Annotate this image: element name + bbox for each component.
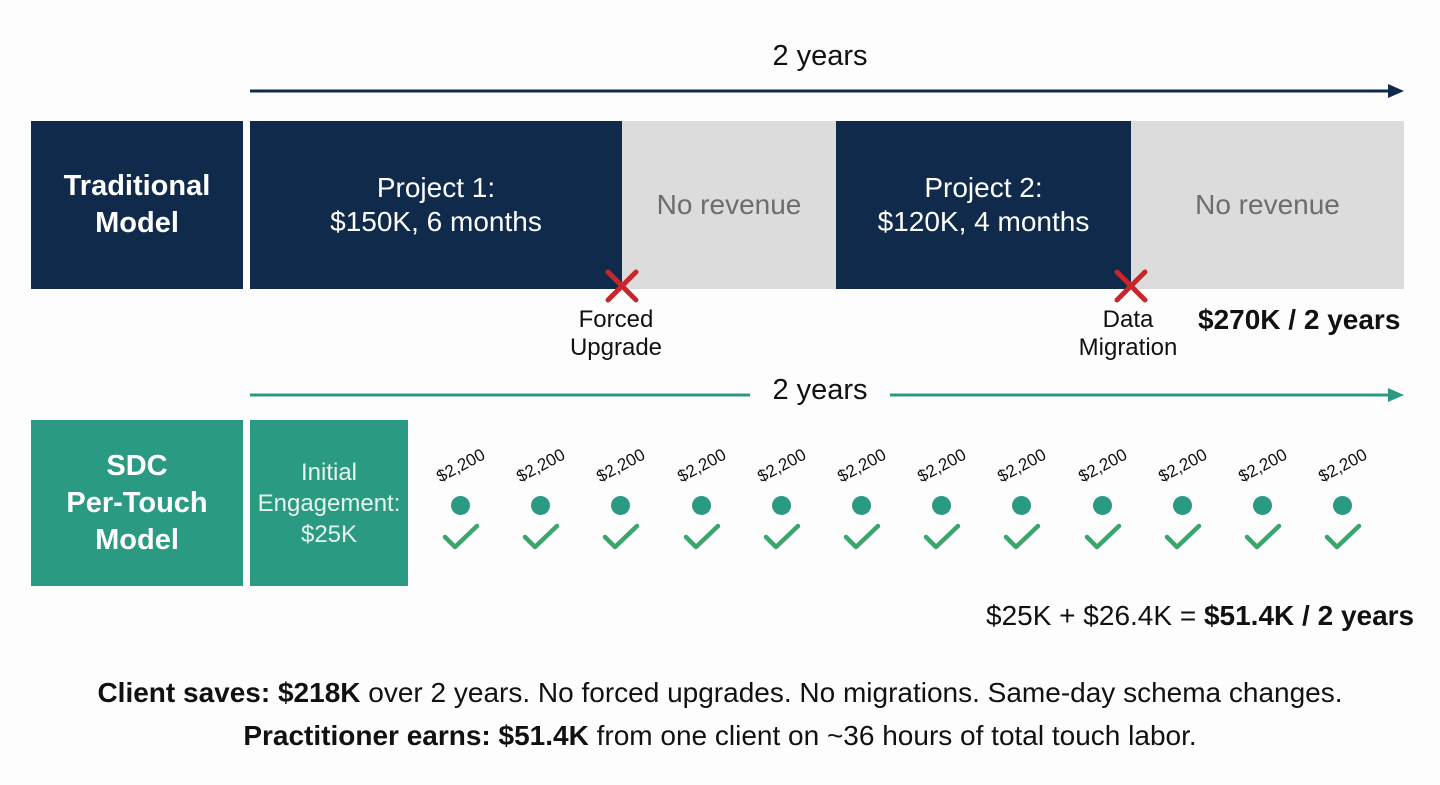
data-migration-label: Data Migration bbox=[1066, 306, 1190, 362]
touch-price-label: $2,200 bbox=[1315, 444, 1371, 487]
touch-payment-5: $2,200 bbox=[752, 445, 812, 558]
project-2-block: Project 2: $120K, 4 months bbox=[836, 121, 1131, 289]
checkmark-icon bbox=[843, 523, 881, 550]
touch-price-label: $2,200 bbox=[433, 444, 489, 487]
touch-payment-10: $2,200 bbox=[1153, 445, 1213, 558]
checkmark-icon bbox=[683, 523, 721, 550]
traditional-total-value: $270K / 2 years bbox=[1198, 304, 1401, 335]
practitioner-earnings-highlight: Practitioner earns: $51.4K bbox=[243, 720, 589, 751]
project-1-block: Project 1: $150K, 6 months bbox=[250, 121, 622, 289]
project-1-detail: $150K, 6 months bbox=[330, 206, 542, 237]
touch-payment-4: $2,200 bbox=[672, 445, 732, 558]
touch-payment-7: $2,200 bbox=[912, 445, 972, 558]
touch-payment-1: $2,200 bbox=[431, 445, 491, 558]
touch-price-label: $2,200 bbox=[674, 444, 730, 487]
sdc-model-label-line1: SDC bbox=[106, 449, 168, 482]
checkmark-icon bbox=[442, 523, 480, 550]
no-revenue-gap-2: No revenue bbox=[1131, 121, 1404, 289]
initial-engagement-block: Initial Engagement: $25K bbox=[250, 420, 408, 586]
checkmark-icon bbox=[602, 523, 640, 550]
initial-engagement-line2: Engagement: bbox=[257, 489, 401, 517]
sdc-timeline-arrow-icon bbox=[250, 388, 1404, 402]
checkmark-icon bbox=[522, 523, 560, 550]
touch-payment-3: $2,200 bbox=[591, 445, 651, 558]
data-migration-x-mark-icon bbox=[1114, 269, 1148, 303]
summary-line-1: Client saves: $218K over 2 years. No for… bbox=[0, 677, 1440, 709]
client-savings-text: over 2 years. No forced upgrades. No mig… bbox=[360, 677, 1343, 708]
checkmark-icon bbox=[1084, 523, 1122, 550]
touch-dot-icon bbox=[1093, 496, 1112, 515]
touch-payment-6: $2,200 bbox=[832, 445, 892, 558]
practitioner-earnings-text: from one client on ~36 hours of total to… bbox=[588, 720, 1197, 751]
traditional-total: $270K / 2 years bbox=[1198, 304, 1400, 336]
summary-line-2: Practitioner earns: $51.4K from one clie… bbox=[0, 720, 1440, 752]
checkmark-icon bbox=[1244, 523, 1282, 550]
checkmark-icon bbox=[1003, 523, 1041, 550]
no-revenue-label-1: No revenue bbox=[656, 189, 802, 220]
project-2-detail: $120K, 4 months bbox=[877, 206, 1090, 237]
touch-price-label: $2,200 bbox=[1155, 444, 1211, 487]
traditional-model-label: Traditional Model bbox=[31, 121, 243, 289]
forced-upgrade-line2: Upgrade bbox=[569, 334, 663, 361]
checkmark-icon bbox=[763, 523, 801, 550]
no-revenue-label-2: No revenue bbox=[1195, 189, 1340, 220]
touch-dot-icon bbox=[692, 496, 711, 515]
data-migration-line2: Migration bbox=[1078, 334, 1178, 361]
touch-payment-8: $2,200 bbox=[992, 445, 1052, 558]
touch-dot-icon bbox=[1012, 496, 1031, 515]
data-migration-line1: Data bbox=[1102, 306, 1154, 333]
sdc-total-value: $51.4K / 2 years bbox=[1203, 600, 1415, 631]
checkmark-icon bbox=[923, 523, 961, 550]
touch-dot-icon bbox=[1253, 496, 1272, 515]
touch-price-label: $2,200 bbox=[1075, 444, 1131, 487]
touch-payment-11: $2,200 bbox=[1233, 445, 1293, 558]
touch-price-label: $2,200 bbox=[994, 444, 1050, 487]
traditional-timeline-arrow-icon bbox=[250, 84, 1404, 98]
touch-payment-2: $2,200 bbox=[511, 445, 571, 558]
touch-dot-icon bbox=[1173, 496, 1192, 515]
forced-upgrade-line1: Forced bbox=[578, 306, 654, 333]
touch-dot-icon bbox=[531, 496, 550, 515]
sdc-total-prefix: $25K + $26.4K = bbox=[986, 600, 1204, 631]
touch-dot-icon bbox=[451, 496, 470, 515]
checkmark-icon bbox=[1164, 523, 1202, 550]
sdc-total: $25K + $26.4K = $51.4K / 2 years bbox=[986, 600, 1414, 632]
touch-dot-icon bbox=[932, 496, 951, 515]
no-revenue-gap-1: No revenue bbox=[622, 121, 836, 289]
sdc-model-label: SDC Per-Touch Model bbox=[31, 420, 243, 586]
touch-price-label: $2,200 bbox=[513, 444, 569, 487]
forced-upgrade-label: Forced Upgrade bbox=[556, 306, 676, 362]
client-savings-highlight: Client saves: $218K bbox=[97, 677, 361, 708]
initial-engagement-line1: Initial bbox=[300, 458, 358, 486]
touch-price-label: $2,200 bbox=[834, 444, 890, 487]
project-2-title: Project 2: bbox=[924, 172, 1043, 203]
touch-dot-icon bbox=[772, 496, 791, 515]
touch-dot-icon bbox=[611, 496, 630, 515]
traditional-model-label-line2: Model bbox=[95, 207, 179, 239]
sdc-timeline-label: 2 years bbox=[772, 374, 868, 406]
forced-upgrade-x-mark-icon bbox=[605, 269, 639, 303]
checkmark-icon bbox=[1324, 523, 1362, 550]
touch-dot-icon bbox=[1333, 496, 1352, 515]
touch-payment-12: $2,200 bbox=[1313, 445, 1373, 558]
sdc-model-label-line3: Model bbox=[95, 523, 179, 556]
touch-price-label: $2,200 bbox=[1235, 444, 1291, 487]
project-1-title: Project 1: bbox=[376, 172, 496, 203]
touch-price-label: $2,200 bbox=[754, 444, 810, 487]
touch-payment-9: $2,200 bbox=[1073, 445, 1133, 558]
touch-price-label: $2,200 bbox=[914, 444, 970, 487]
touch-dot-icon bbox=[852, 496, 871, 515]
traditional-timeline-label: 2 years bbox=[772, 40, 868, 72]
sdc-model-label-line2: Per-Touch bbox=[66, 486, 208, 519]
initial-engagement-line3: $25K bbox=[300, 520, 358, 548]
traditional-model-label-line1: Traditional bbox=[63, 170, 211, 202]
touch-price-label: $2,200 bbox=[593, 444, 649, 487]
